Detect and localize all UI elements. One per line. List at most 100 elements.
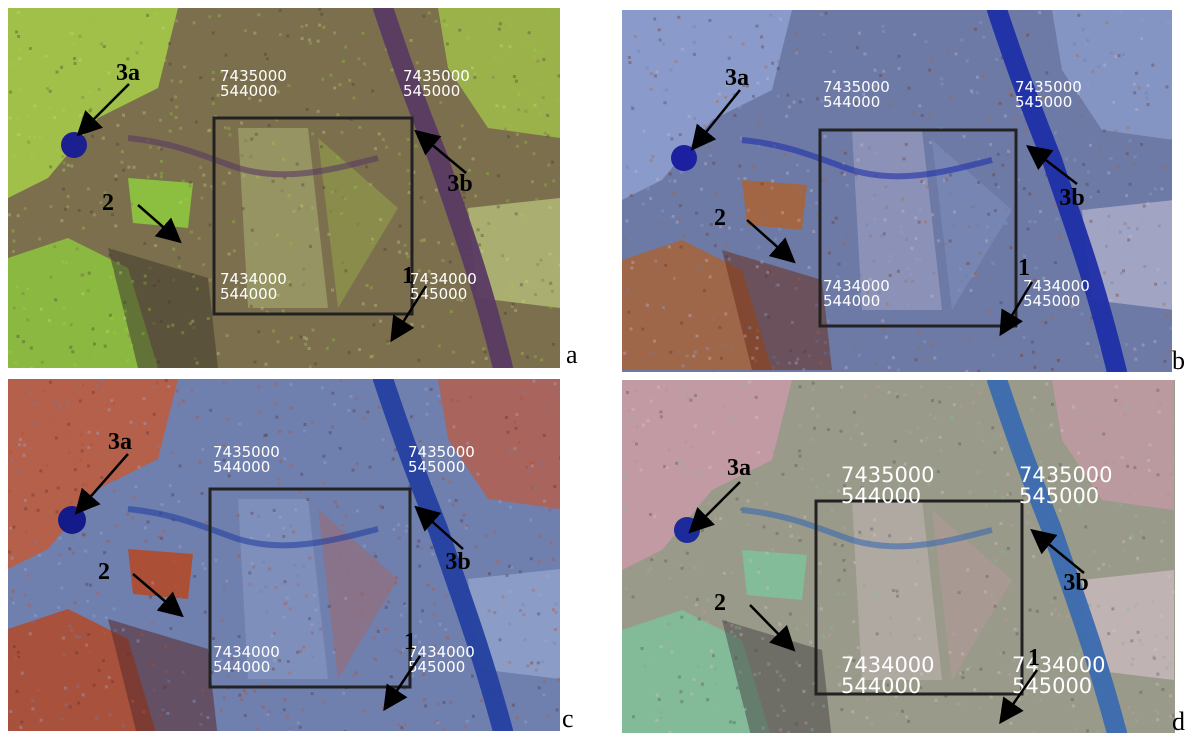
texture-speck — [973, 688, 976, 691]
texture-speck — [217, 352, 220, 355]
texture-speck — [815, 214, 818, 217]
texture-speck — [1104, 405, 1107, 408]
texture-speck — [378, 132, 381, 135]
texture-speck — [765, 503, 768, 506]
texture-speck — [970, 289, 973, 292]
texture-speck — [1123, 549, 1126, 552]
texture-speck — [474, 72, 477, 75]
texture-speck — [162, 530, 165, 533]
texture-speck — [341, 524, 344, 527]
texture-speck — [28, 604, 31, 607]
texture-speck — [193, 575, 196, 578]
texture-speck — [179, 127, 182, 130]
texture-speck — [650, 461, 653, 464]
texture-speck — [20, 721, 23, 724]
texture-speck — [338, 28, 341, 31]
texture-speck — [853, 222, 856, 225]
texture-speck — [171, 79, 174, 82]
texture-speck — [1028, 192, 1031, 195]
texture-speck — [767, 316, 770, 319]
texture-speck — [442, 501, 445, 504]
texture-speck — [339, 379, 342, 382]
texture-speck — [45, 490, 48, 493]
texture-speck — [221, 619, 224, 622]
texture-speck — [995, 58, 998, 61]
texture-speck — [54, 403, 57, 406]
texture-speck — [40, 692, 43, 695]
texture-speck — [63, 108, 66, 111]
texture-speck — [112, 402, 115, 405]
texture-speck — [974, 205, 977, 208]
texture-speck — [863, 53, 866, 56]
texture-speck — [160, 160, 163, 163]
texture-speck — [1078, 98, 1081, 101]
texture-speck — [903, 588, 906, 591]
texture-speck — [558, 264, 560, 267]
texture-speck — [520, 397, 523, 400]
texture-speck — [54, 298, 57, 301]
texture-speck — [1147, 459, 1150, 462]
texture-speck — [680, 322, 683, 325]
texture-speck — [801, 216, 804, 219]
texture-speck — [175, 19, 178, 22]
texture-speck — [179, 80, 182, 83]
texture-speck — [200, 197, 203, 200]
texture-speck — [917, 396, 920, 399]
texture-speck — [28, 135, 31, 138]
texture-speck — [342, 196, 345, 199]
texture-speck — [238, 635, 241, 638]
texture-speck — [152, 322, 155, 325]
texture-speck — [884, 218, 887, 221]
texture-speck — [527, 470, 530, 473]
texture-speck — [860, 534, 863, 537]
texture-speck — [33, 402, 36, 405]
texture-speck — [362, 32, 365, 35]
texture-speck — [649, 197, 652, 200]
texture-speck — [225, 355, 228, 358]
texture-speck — [623, 598, 626, 601]
texture-speck — [879, 67, 882, 70]
texture-speck — [539, 259, 542, 262]
texture-speck — [197, 638, 200, 641]
texture-speck — [819, 540, 822, 543]
texture-speck — [168, 42, 171, 45]
texture-speck — [201, 492, 204, 495]
texture-speck — [9, 527, 12, 530]
texture-speck — [384, 89, 387, 92]
texture-speck — [740, 633, 743, 636]
texture-speck — [189, 184, 192, 187]
texture-speck — [1035, 267, 1038, 270]
texture-speck — [272, 408, 275, 411]
texture-speck — [830, 265, 833, 268]
texture-speck — [764, 577, 767, 580]
texture-speck — [437, 241, 440, 244]
texture-speck — [63, 162, 66, 165]
texture-speck — [895, 392, 898, 395]
texture-speck — [739, 670, 742, 673]
texture-speck — [928, 69, 931, 72]
texture-speck — [929, 413, 932, 416]
texture-speck — [205, 521, 208, 524]
texture-speck — [50, 276, 53, 279]
texture-speck — [191, 320, 194, 323]
texture-speck — [550, 306, 553, 309]
texture-speck — [232, 189, 235, 192]
texture-speck — [660, 415, 663, 418]
texture-speck — [389, 100, 392, 103]
texture-speck — [1155, 175, 1158, 178]
texture-speck — [87, 446, 90, 449]
texture-speck — [347, 409, 350, 412]
texture-speck — [410, 39, 413, 42]
texture-speck — [1089, 196, 1092, 199]
texture-speck — [1007, 604, 1010, 607]
texture-speck — [761, 182, 764, 185]
texture-speck — [387, 600, 390, 603]
texture-speck — [654, 260, 657, 263]
texture-speck — [244, 714, 247, 717]
texture-speck — [844, 27, 847, 30]
texture-speck — [1076, 54, 1079, 57]
texture-speck — [377, 630, 380, 633]
texture-speck — [714, 667, 717, 670]
texture-speck — [66, 401, 69, 404]
